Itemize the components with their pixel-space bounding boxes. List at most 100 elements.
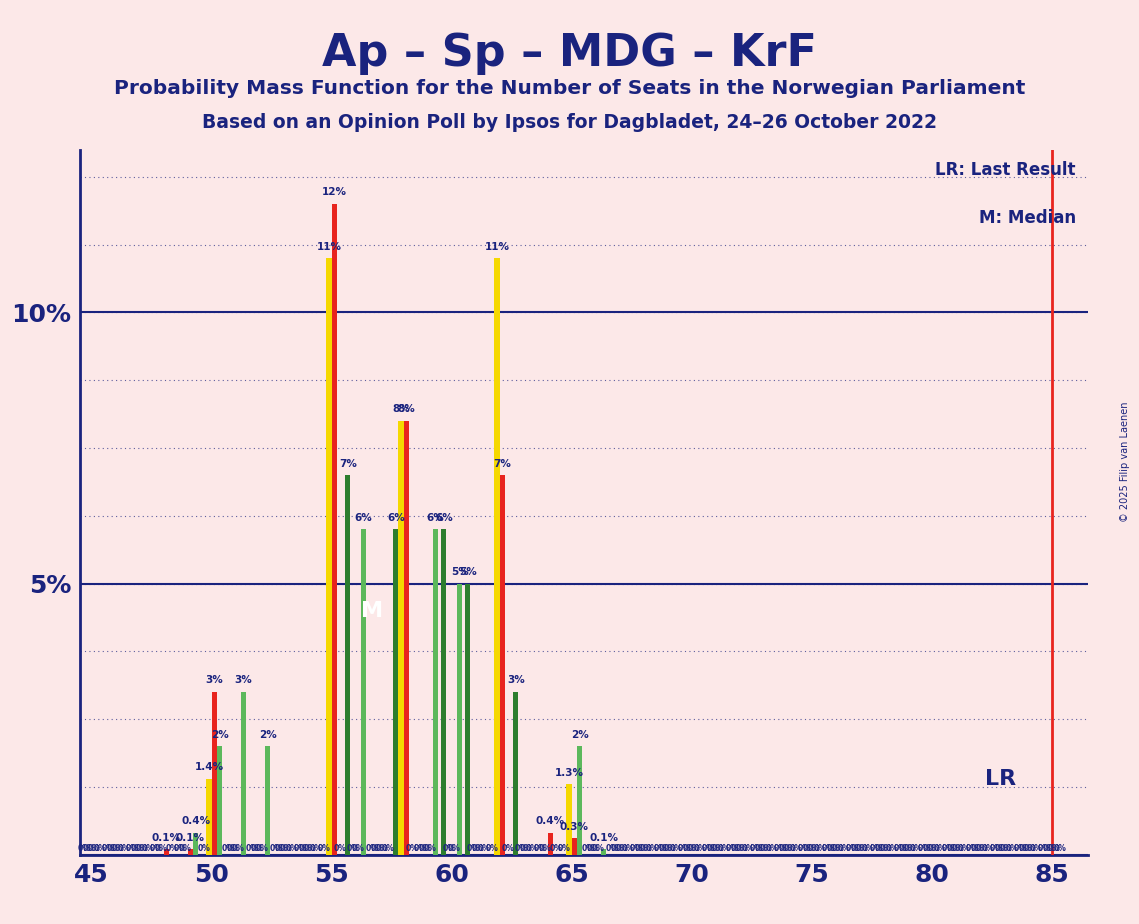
Text: 0%: 0%: [808, 844, 821, 853]
Text: 0%: 0%: [942, 844, 954, 853]
Text: Ap – Sp – MDG – KrF: Ap – Sp – MDG – KrF: [322, 32, 817, 76]
Bar: [218, 747, 222, 855]
Text: 0%: 0%: [419, 844, 432, 853]
Text: 0%: 0%: [101, 844, 114, 853]
Text: 0%: 0%: [784, 844, 797, 853]
Text: 6%: 6%: [427, 513, 444, 523]
Text: 0%: 0%: [952, 844, 965, 853]
Text: 0.4%: 0.4%: [181, 817, 211, 826]
Text: 0%: 0%: [165, 844, 178, 853]
Bar: [206, 779, 212, 855]
Text: 0%: 0%: [827, 844, 839, 853]
Text: 0%: 0%: [670, 844, 682, 853]
Text: 0%: 0%: [221, 844, 235, 853]
Bar: [265, 747, 270, 855]
Bar: [403, 420, 409, 855]
Text: 0%: 0%: [245, 844, 259, 853]
Text: 0%: 0%: [179, 844, 191, 853]
Text: M: Median: M: Median: [978, 210, 1075, 227]
Text: 0%: 0%: [726, 844, 738, 853]
Text: 0%: 0%: [899, 844, 911, 853]
Text: 0%: 0%: [765, 844, 778, 853]
Text: 0%: 0%: [448, 844, 461, 853]
Text: 3%: 3%: [507, 675, 525, 686]
Text: 0%: 0%: [467, 844, 480, 853]
Text: 0%: 0%: [405, 844, 418, 853]
Bar: [500, 475, 505, 855]
Text: 0%: 0%: [749, 844, 762, 853]
Text: 0%: 0%: [298, 844, 312, 853]
Bar: [164, 849, 169, 855]
Text: 0%: 0%: [773, 844, 786, 853]
Bar: [241, 692, 246, 855]
Text: 0%: 0%: [366, 844, 378, 853]
Text: 0%: 0%: [664, 844, 677, 853]
Text: M: M: [361, 601, 383, 621]
Text: 0%: 0%: [294, 844, 306, 853]
Text: 0%: 0%: [525, 844, 538, 853]
Bar: [601, 849, 606, 855]
Text: 0%: 0%: [869, 844, 883, 853]
Bar: [494, 258, 500, 855]
Text: 0%: 0%: [1018, 844, 1032, 853]
Text: 2%: 2%: [211, 730, 229, 740]
Text: 5%: 5%: [451, 567, 468, 577]
Text: 0%: 0%: [797, 844, 810, 853]
Text: 0%: 0%: [694, 844, 706, 853]
Text: 0%: 0%: [712, 844, 724, 853]
Text: 0%: 0%: [107, 844, 120, 853]
Text: 0%: 0%: [539, 844, 551, 853]
Text: 0%: 0%: [117, 844, 130, 853]
Bar: [577, 747, 582, 855]
Text: 0%: 0%: [928, 844, 941, 853]
Text: 0%: 0%: [370, 844, 384, 853]
Text: 0%: 0%: [1030, 844, 1042, 853]
Text: 0%: 0%: [1014, 844, 1026, 853]
Text: 0%: 0%: [155, 844, 167, 853]
Text: 11%: 11%: [317, 242, 342, 251]
Text: 0.1%: 0.1%: [151, 833, 181, 843]
Text: 3%: 3%: [235, 675, 253, 686]
Text: 0%: 0%: [382, 844, 394, 853]
Text: 0%: 0%: [557, 844, 571, 853]
Text: LR: LR: [984, 769, 1016, 789]
Text: 0%: 0%: [966, 844, 978, 853]
Text: 0%: 0%: [994, 844, 1008, 853]
Text: 0%: 0%: [519, 844, 533, 853]
Text: 0%: 0%: [855, 844, 869, 853]
Text: 0%: 0%: [789, 844, 802, 853]
Text: 0%: 0%: [741, 844, 754, 853]
Bar: [548, 833, 554, 855]
Text: 0%: 0%: [634, 844, 648, 853]
Bar: [345, 475, 351, 855]
Text: 0%: 0%: [1054, 844, 1066, 853]
Text: 0.4%: 0.4%: [535, 817, 565, 826]
Bar: [361, 529, 367, 855]
Text: 0%: 0%: [875, 844, 887, 853]
Text: 0%: 0%: [587, 844, 599, 853]
Text: 0%: 0%: [1006, 844, 1018, 853]
Text: 0%: 0%: [77, 844, 90, 853]
Text: 0%: 0%: [933, 844, 947, 853]
Bar: [465, 584, 470, 855]
Text: 0%: 0%: [533, 844, 547, 853]
Text: 0%: 0%: [485, 844, 498, 853]
Text: 0%: 0%: [197, 844, 211, 853]
Text: 0%: 0%: [280, 844, 293, 853]
Bar: [188, 849, 192, 855]
Text: 0%: 0%: [83, 844, 96, 853]
Text: 0%: 0%: [923, 844, 935, 853]
Text: 0%: 0%: [779, 844, 792, 853]
Text: 0%: 0%: [232, 844, 245, 853]
Text: 0%: 0%: [682, 844, 696, 853]
Text: 0%: 0%: [136, 844, 149, 853]
Bar: [433, 529, 439, 855]
Text: 0%: 0%: [346, 844, 360, 853]
Text: 6%: 6%: [354, 513, 372, 523]
Text: 0%: 0%: [285, 844, 298, 853]
Bar: [572, 838, 577, 855]
Text: 0%: 0%: [413, 844, 426, 853]
Text: 3%: 3%: [205, 675, 223, 686]
Text: 0%: 0%: [376, 844, 388, 853]
Text: 0%: 0%: [549, 844, 562, 853]
